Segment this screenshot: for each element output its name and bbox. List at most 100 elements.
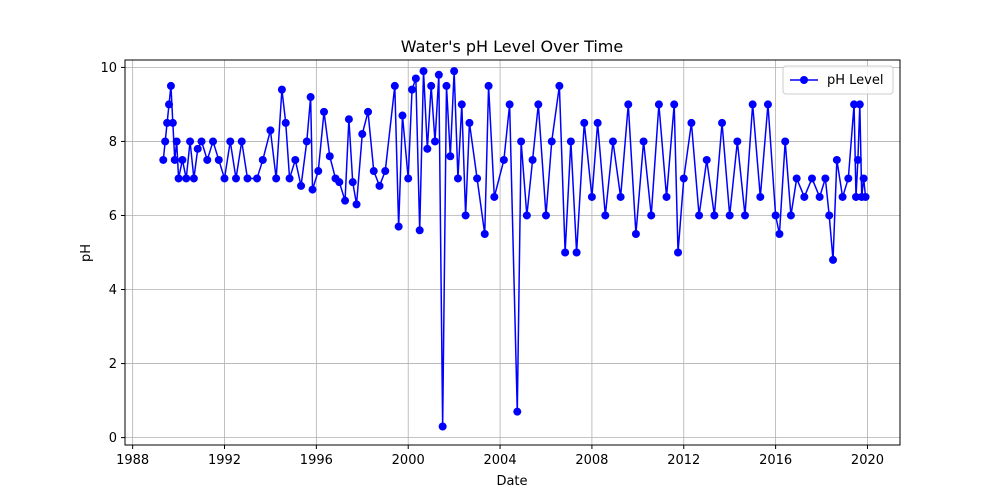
data-point xyxy=(748,100,757,109)
data-point xyxy=(438,422,447,431)
x-axis-label: Date xyxy=(496,474,527,489)
data-point xyxy=(566,137,575,146)
data-point xyxy=(281,118,290,127)
y-tick-label: 0 xyxy=(109,431,117,446)
data-point xyxy=(702,155,711,164)
data-point xyxy=(484,81,493,90)
data-point xyxy=(815,192,824,201)
data-point xyxy=(851,192,860,201)
data-point xyxy=(358,130,367,139)
data-point xyxy=(348,178,357,187)
data-point xyxy=(771,211,780,220)
data-point xyxy=(647,211,656,220)
data-point xyxy=(375,181,384,190)
x-tick-label: 1992 xyxy=(208,453,241,468)
data-point xyxy=(404,174,413,183)
data-point xyxy=(434,70,443,79)
data-point xyxy=(320,107,329,116)
data-point xyxy=(580,118,589,127)
data-point xyxy=(859,174,868,183)
data-point xyxy=(237,137,246,146)
data-point xyxy=(608,137,617,146)
data-point xyxy=(258,155,267,164)
data-point xyxy=(166,81,175,90)
data-point xyxy=(209,137,218,146)
data-point xyxy=(662,192,671,201)
data-point xyxy=(408,85,417,94)
data-point xyxy=(291,155,300,164)
grid xyxy=(125,60,900,445)
data-point xyxy=(297,181,306,190)
data-point xyxy=(203,155,212,164)
data-point xyxy=(670,100,679,109)
series-ph-level xyxy=(159,67,870,431)
data-point xyxy=(473,174,482,183)
data-point xyxy=(277,85,286,94)
data-point xyxy=(513,407,522,416)
data-point xyxy=(800,192,809,201)
data-point xyxy=(325,152,334,161)
data-point xyxy=(725,211,734,220)
data-point xyxy=(302,137,311,146)
data-point xyxy=(453,174,462,183)
data-point xyxy=(344,115,353,124)
data-point xyxy=(631,229,640,238)
data-point xyxy=(861,192,870,201)
data-point xyxy=(572,248,581,257)
data-point xyxy=(423,144,432,153)
data-point xyxy=(616,192,625,201)
data-point xyxy=(821,174,830,183)
data-point xyxy=(741,211,749,220)
data-point xyxy=(253,174,262,183)
legend-dot-marker xyxy=(800,76,808,84)
data-point xyxy=(844,174,853,183)
data-point xyxy=(624,100,633,109)
data-point xyxy=(541,211,550,220)
data-point xyxy=(285,174,294,183)
data-point xyxy=(381,167,390,176)
x-tick-label: 2016 xyxy=(759,453,792,468)
data-point xyxy=(161,137,170,146)
data-point xyxy=(231,174,240,183)
data-point xyxy=(639,137,648,146)
y-tick-label: 4 xyxy=(109,283,117,298)
y-tick-label: 10 xyxy=(100,61,117,76)
y-tick-label: 6 xyxy=(109,209,117,224)
data-point xyxy=(186,137,195,146)
data-point xyxy=(547,137,556,146)
data-point xyxy=(178,155,187,164)
data-point xyxy=(415,226,424,235)
data-point xyxy=(398,111,407,120)
data-point xyxy=(505,100,514,109)
data-point xyxy=(172,137,181,146)
data-point xyxy=(335,178,344,187)
data-point xyxy=(763,100,772,109)
x-axis-ticks: 1988 1992 1996 2000 2004 2008 2012 2016 2020 xyxy=(116,445,884,468)
data-point xyxy=(710,211,719,220)
data-point xyxy=(394,222,403,231)
x-tick-label: 2004 xyxy=(484,453,517,468)
data-point xyxy=(308,185,317,194)
data-point xyxy=(182,174,191,183)
data-point xyxy=(450,67,459,76)
data-point xyxy=(829,255,838,264)
data-point xyxy=(775,229,784,238)
data-point xyxy=(528,155,537,164)
data-point xyxy=(174,174,183,183)
data-point xyxy=(364,107,373,116)
data-point xyxy=(369,167,378,176)
data-point xyxy=(587,192,596,201)
data-point xyxy=(850,100,859,109)
x-tick-label: 2012 xyxy=(667,453,700,468)
x-tick-label: 1988 xyxy=(116,453,149,468)
data-point xyxy=(674,248,683,257)
data-point xyxy=(853,155,862,164)
data-point xyxy=(718,118,727,127)
data-point xyxy=(838,192,847,201)
legend-label-ph-level: pH Level xyxy=(827,73,883,88)
y-axis-label: pH xyxy=(79,244,94,262)
data-point xyxy=(431,137,439,146)
data-point xyxy=(555,81,564,90)
